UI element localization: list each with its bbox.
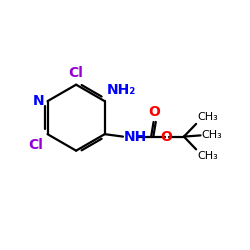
Text: N: N [33,94,44,108]
Text: CH₃: CH₃ [197,151,218,161]
Text: O: O [148,106,160,120]
Text: O: O [160,130,172,143]
Text: CH₃: CH₃ [202,130,222,140]
Text: Cl: Cl [69,66,84,80]
Text: NH: NH [124,130,148,143]
Text: NH₂: NH₂ [107,83,136,97]
Text: Cl: Cl [28,138,43,152]
Text: CH₃: CH₃ [197,112,218,122]
